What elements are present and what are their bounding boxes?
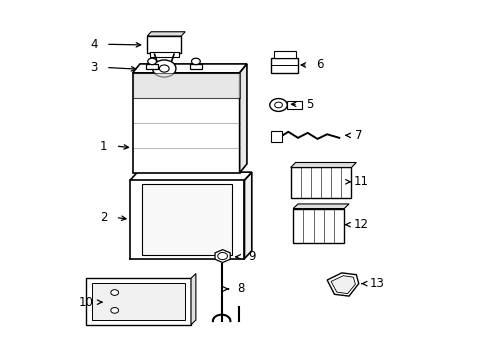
- Bar: [273, 51, 295, 58]
- Circle shape: [191, 58, 200, 64]
- Text: 9: 9: [247, 250, 255, 263]
- Bar: [142, 184, 232, 255]
- Circle shape: [152, 60, 176, 77]
- Text: 2: 2: [100, 211, 107, 224]
- Polygon shape: [290, 162, 356, 167]
- Circle shape: [111, 307, 118, 313]
- Bar: [132, 73, 239, 98]
- Polygon shape: [215, 249, 230, 262]
- Bar: [86, 278, 191, 325]
- Bar: [149, 53, 179, 57]
- Circle shape: [217, 252, 227, 260]
- Text: 5: 5: [306, 98, 313, 111]
- Polygon shape: [147, 32, 185, 36]
- Text: 12: 12: [353, 218, 368, 231]
- Bar: [189, 64, 202, 69]
- Polygon shape: [132, 64, 246, 73]
- Bar: [92, 283, 185, 320]
- Bar: [271, 131, 282, 142]
- Polygon shape: [130, 172, 251, 180]
- Text: 13: 13: [368, 277, 384, 290]
- Text: 6: 6: [315, 58, 323, 72]
- Circle shape: [274, 102, 282, 108]
- Polygon shape: [292, 204, 348, 208]
- Bar: [147, 36, 181, 53]
- Polygon shape: [330, 276, 355, 294]
- Circle shape: [159, 65, 169, 72]
- Circle shape: [269, 99, 287, 111]
- Bar: [290, 167, 351, 198]
- Bar: [271, 58, 297, 73]
- Polygon shape: [244, 172, 251, 258]
- Polygon shape: [239, 64, 246, 173]
- Bar: [132, 73, 239, 173]
- Polygon shape: [326, 273, 358, 296]
- Bar: [287, 102, 301, 109]
- Text: 10: 10: [79, 296, 94, 309]
- Text: 1: 1: [100, 140, 107, 153]
- Text: 3: 3: [90, 61, 97, 74]
- Text: 4: 4: [90, 38, 97, 51]
- Circle shape: [111, 290, 118, 296]
- Circle shape: [147, 58, 156, 64]
- Text: 11: 11: [353, 175, 368, 188]
- Polygon shape: [191, 274, 196, 325]
- Bar: [145, 64, 158, 69]
- Text: 7: 7: [354, 129, 362, 142]
- Text: 8: 8: [237, 283, 244, 296]
- Bar: [292, 208, 344, 243]
